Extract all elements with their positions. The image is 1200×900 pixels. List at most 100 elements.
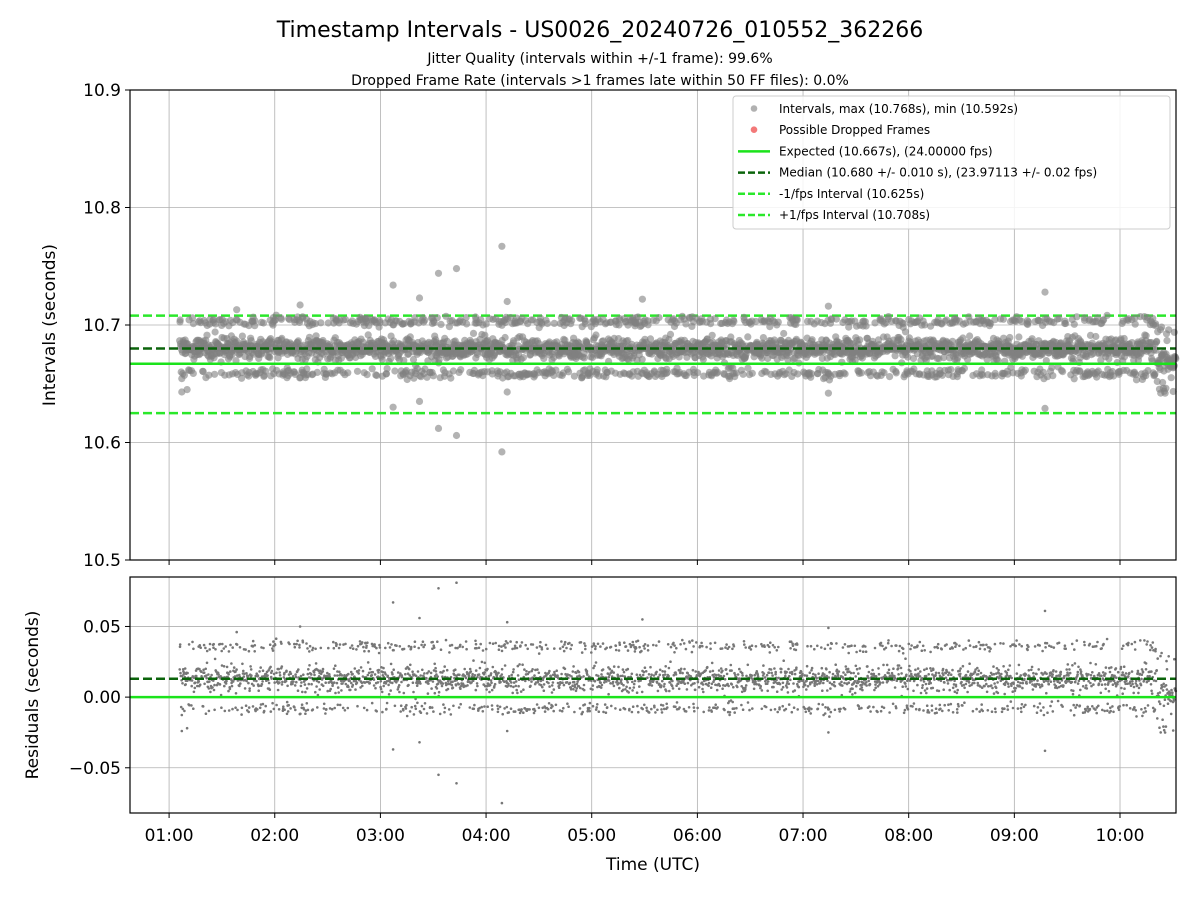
residual-point — [241, 662, 244, 666]
residual-point — [190, 679, 194, 682]
residual-point — [314, 647, 317, 651]
residual-point — [351, 683, 355, 687]
residual-point — [280, 665, 284, 668]
interval-point — [188, 314, 197, 322]
residual-point — [562, 683, 566, 687]
residual-point — [294, 675, 298, 679]
residual-point — [692, 706, 696, 709]
residual-point — [687, 706, 691, 709]
residual-point — [499, 680, 502, 684]
interval-point — [437, 320, 445, 328]
residual-point — [442, 703, 445, 706]
residual-point — [353, 667, 357, 670]
residual-point — [248, 689, 251, 693]
residual-point — [459, 643, 462, 647]
residual-point — [674, 705, 677, 709]
legend-marker — [750, 105, 758, 112]
residual-point — [443, 706, 447, 710]
residual-point — [583, 642, 586, 645]
residual-point — [257, 689, 261, 692]
residual-point — [416, 670, 420, 673]
residual-point — [582, 688, 586, 692]
residual-point — [595, 706, 598, 709]
residual-point — [686, 681, 690, 685]
residual-point — [322, 702, 326, 706]
residual-point — [710, 661, 714, 665]
residual-point — [574, 689, 578, 693]
residual-point — [705, 645, 708, 649]
residual-point — [213, 708, 216, 712]
interval-point — [445, 323, 453, 331]
residual-point — [208, 680, 211, 683]
residual-point — [421, 668, 424, 672]
residual-point — [423, 643, 427, 647]
residual-point — [442, 669, 445, 673]
residual-point — [618, 643, 622, 646]
residual-point — [332, 667, 336, 670]
residual-point — [663, 673, 667, 676]
residual-point — [178, 643, 182, 646]
residual-point — [682, 642, 686, 645]
residual-point — [393, 704, 397, 708]
residual-point — [336, 674, 339, 677]
residual-point — [306, 708, 310, 712]
residual-point — [381, 710, 384, 714]
residual-point — [481, 649, 485, 652]
residual-point — [475, 682, 479, 685]
residual-point — [729, 663, 733, 667]
residual-point — [702, 710, 705, 714]
residuals-points — [178, 581, 1178, 805]
residual-point — [405, 703, 408, 707]
residual-point — [377, 671, 380, 674]
residual-point — [220, 649, 223, 653]
residual-point — [310, 682, 313, 686]
interval-point — [203, 331, 211, 339]
residual-point — [199, 646, 202, 649]
residual-point — [594, 647, 597, 651]
residual-point — [513, 644, 517, 648]
residual-point — [387, 683, 390, 687]
residual-point — [475, 646, 478, 650]
residual-point — [607, 692, 610, 696]
interval-point — [462, 314, 470, 322]
residual-point — [671, 679, 674, 683]
residual-point — [231, 646, 234, 649]
residual-point — [360, 641, 364, 644]
residual-point — [626, 667, 630, 671]
residual-point — [605, 706, 609, 709]
interval-point — [638, 295, 647, 303]
residual-point — [333, 674, 337, 677]
residual-point — [297, 668, 300, 671]
residual-point — [563, 640, 567, 644]
residual-point — [580, 651, 584, 654]
residual-point — [660, 708, 663, 711]
interval-point — [1092, 332, 1100, 341]
residual-point — [405, 714, 409, 718]
residual-point — [684, 710, 688, 713]
residual-point — [601, 642, 605, 645]
residual-point — [671, 687, 675, 690]
residual-point — [535, 703, 539, 706]
interval-point — [841, 370, 849, 378]
residual-point — [411, 670, 414, 673]
residual-point — [421, 640, 425, 643]
residual-point — [295, 642, 298, 646]
residual-point — [336, 686, 340, 689]
residual-point — [247, 706, 251, 709]
residual-point — [636, 639, 640, 643]
residual-point — [413, 645, 416, 648]
interval-point — [442, 312, 450, 320]
residual-point — [633, 679, 637, 683]
residual-point — [463, 667, 467, 671]
intervals-y-ticks: 10.510.610.710.810.9 — [83, 81, 130, 571]
residual-point — [207, 687, 211, 690]
legend-label: Intervals, max (10.768s), min (10.592s) — [779, 102, 1018, 116]
residual-point — [612, 684, 616, 688]
residual-point — [351, 647, 355, 650]
residual-point — [547, 702, 551, 705]
residual-point — [572, 665, 575, 668]
residual-point — [398, 645, 402, 648]
residual-point — [631, 680, 634, 684]
residual-point — [375, 646, 378, 650]
residual-point — [308, 644, 312, 648]
